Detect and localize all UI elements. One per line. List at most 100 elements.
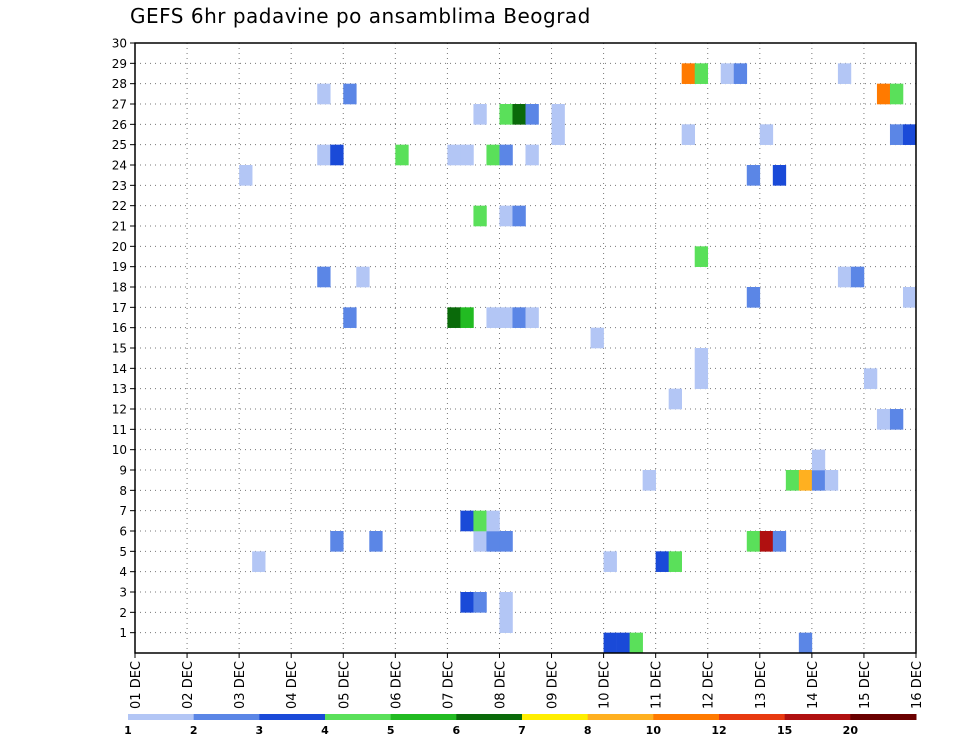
data-cell [733, 63, 748, 84]
data-cell [902, 124, 917, 145]
data-cell [252, 551, 266, 572]
data-cell [746, 165, 761, 186]
data-cell [772, 165, 787, 186]
data-cell [460, 592, 474, 613]
data-cell [460, 307, 474, 328]
legend-swatch [587, 714, 654, 720]
x-tick-label: 05 DEC [337, 661, 352, 709]
legend-swatch [850, 714, 917, 720]
legend-swatch [719, 714, 786, 720]
x-tick-label: 15 DEC [858, 661, 873, 709]
legend-swatch [325, 714, 392, 720]
y-tick-label: 30 [112, 37, 127, 51]
y-tick-label: 11 [112, 423, 127, 437]
y-tick-label: 4 [119, 565, 127, 579]
data-cell [447, 144, 461, 166]
data-cell [369, 531, 383, 552]
y-tick-label: 19 [112, 260, 127, 274]
data-cell [876, 83, 891, 105]
y-tick-label: 17 [112, 301, 127, 315]
y-tick-label: 27 [112, 98, 127, 112]
legend-swatch [193, 714, 260, 720]
x-tick-label: 08 DEC [493, 661, 508, 709]
data-cell [889, 409, 904, 430]
data-cell [863, 368, 878, 389]
data-cell [525, 144, 539, 166]
data-cell [746, 287, 761, 308]
legend-label: 1 [124, 724, 132, 737]
data-cell [889, 83, 904, 105]
legend-swatch [456, 714, 523, 720]
x-tick-label: 11 DEC [650, 661, 665, 709]
y-tick-label: 8 [119, 484, 127, 498]
legend-label: 20 [843, 724, 859, 737]
data-cell [759, 531, 774, 552]
data-cell [811, 449, 826, 471]
data-cell [486, 144, 500, 166]
data-cell [525, 307, 539, 328]
data-cell [694, 368, 709, 389]
data-cell [603, 551, 617, 572]
legend-label: 3 [256, 724, 264, 737]
y-tick-label: 26 [112, 118, 127, 132]
data-cell [473, 510, 487, 532]
data-cell [460, 144, 474, 166]
data-cell [330, 531, 344, 552]
y-tick-label: 29 [112, 57, 127, 71]
legend-label: 15 [777, 724, 792, 737]
data-cell [655, 551, 669, 572]
data-cell [850, 266, 865, 288]
data-cell [772, 531, 787, 552]
data-cell [798, 470, 813, 491]
data-cell [642, 470, 656, 491]
data-cell [681, 63, 696, 84]
data-cell [486, 531, 500, 552]
data-cell [746, 531, 761, 552]
x-tick-label: 04 DEC [285, 661, 300, 709]
y-tick-label: 6 [119, 525, 127, 539]
data-cell [356, 266, 370, 288]
legend-label: 12 [711, 724, 726, 737]
data-cell [668, 551, 682, 572]
legend-swatch [259, 714, 326, 720]
y-tick-label: 18 [112, 281, 127, 295]
x-tick-label: 10 DEC [598, 661, 613, 709]
x-tick-label: 16 DEC [910, 661, 925, 709]
data-cell [551, 124, 565, 145]
y-tick-label: 15 [112, 342, 127, 356]
y-tick-label: 21 [112, 220, 127, 234]
legend-label: 6 [453, 724, 461, 737]
data-cell [395, 144, 409, 166]
data-cell [785, 470, 800, 491]
data-cell [694, 348, 709, 369]
x-tick-label: 03 DEC [233, 661, 248, 709]
data-cell [317, 83, 331, 105]
legend-swatch [784, 714, 851, 720]
data-cell [317, 266, 331, 288]
data-cell [499, 104, 513, 125]
data-cell [447, 307, 461, 328]
legend-swatch [522, 714, 589, 720]
data-cell [720, 63, 735, 84]
data-cell [876, 409, 891, 430]
y-tick-label: 23 [112, 179, 127, 193]
data-cell [512, 205, 526, 227]
data-cell [499, 205, 513, 227]
data-cell [889, 124, 904, 145]
x-tick-label: 14 DEC [806, 661, 821, 709]
data-cell [499, 307, 513, 328]
legend-swatch [128, 714, 195, 720]
data-cell [343, 307, 357, 328]
data-cell [473, 104, 487, 125]
y-tick-label: 5 [119, 545, 127, 559]
x-tick-label: 06 DEC [389, 661, 404, 709]
x-tick-label: 07 DEC [441, 661, 456, 709]
data-cell [499, 144, 513, 166]
data-cell [486, 510, 500, 532]
data-cell [629, 632, 643, 654]
data-cell [317, 144, 331, 166]
y-tick-label: 13 [112, 382, 127, 396]
data-cell [616, 632, 630, 654]
y-tick-label: 7 [119, 504, 127, 518]
data-cell [902, 287, 917, 308]
